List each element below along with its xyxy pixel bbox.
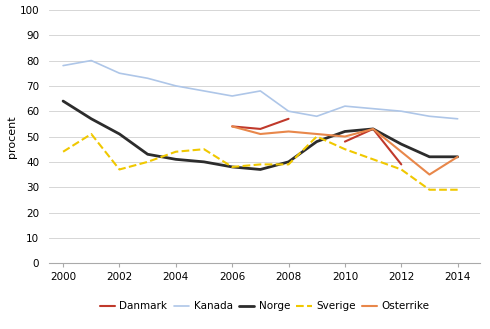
Kanada <box>173 84 179 88</box>
Osterrike <box>426 172 432 176</box>
Y-axis label: procent: procent <box>7 115 17 158</box>
Norge <box>314 139 319 143</box>
Line: Sverige: Sverige <box>63 134 458 190</box>
Sverige <box>229 165 235 169</box>
Line: Osterrike: Osterrike <box>232 126 458 174</box>
Sverige <box>145 160 150 164</box>
Danmark <box>257 127 263 131</box>
Norge <box>173 157 179 161</box>
Osterrike <box>229 124 235 128</box>
Sverige <box>314 135 319 139</box>
Osterrike <box>370 127 376 131</box>
Norge <box>229 165 235 169</box>
Kanada <box>426 114 432 118</box>
Kanada <box>229 94 235 98</box>
Norge <box>88 117 94 121</box>
Sverige <box>60 150 66 154</box>
Kanada <box>60 63 66 67</box>
Norge <box>286 160 292 164</box>
Sverige <box>117 167 122 171</box>
Kanada <box>398 109 404 113</box>
Norge <box>342 130 348 134</box>
Sverige <box>88 132 94 136</box>
Danmark <box>286 117 292 121</box>
Kanada <box>117 71 122 75</box>
Norge <box>145 152 150 156</box>
Osterrike <box>455 155 461 159</box>
Norge <box>257 167 263 171</box>
Sverige <box>342 147 348 151</box>
Kanada <box>314 114 319 118</box>
Line: Kanada: Kanada <box>63 61 458 119</box>
Osterrike <box>398 150 404 154</box>
Kanada <box>257 89 263 93</box>
Sverige <box>286 163 292 166</box>
Legend: Danmark, Kanada, Norge, Sverige, Osterrike: Danmark, Kanada, Norge, Sverige, Osterri… <box>99 301 430 311</box>
Norge <box>60 99 66 103</box>
Sverige <box>173 150 179 154</box>
Kanada <box>201 89 207 93</box>
Osterrike <box>257 132 263 136</box>
Norge <box>201 160 207 164</box>
Sverige <box>201 147 207 151</box>
Kanada <box>88 59 94 63</box>
Kanada <box>370 107 376 111</box>
Norge <box>426 155 432 159</box>
Sverige <box>257 163 263 166</box>
Kanada <box>145 76 150 80</box>
Sverige <box>398 167 404 171</box>
Norge <box>455 155 461 159</box>
Sverige <box>455 188 461 192</box>
Line: Danmark: Danmark <box>232 119 289 129</box>
Kanada <box>286 109 292 113</box>
Norge <box>117 132 122 136</box>
Osterrike <box>286 130 292 134</box>
Danmark <box>229 124 235 128</box>
Norge <box>398 142 404 146</box>
Sverige <box>370 157 376 161</box>
Norge <box>370 127 376 131</box>
Line: Norge: Norge <box>63 101 458 169</box>
Sverige <box>426 188 432 192</box>
Osterrike <box>314 132 319 136</box>
Kanada <box>342 104 348 108</box>
Osterrike <box>342 135 348 139</box>
Kanada <box>455 117 461 121</box>
